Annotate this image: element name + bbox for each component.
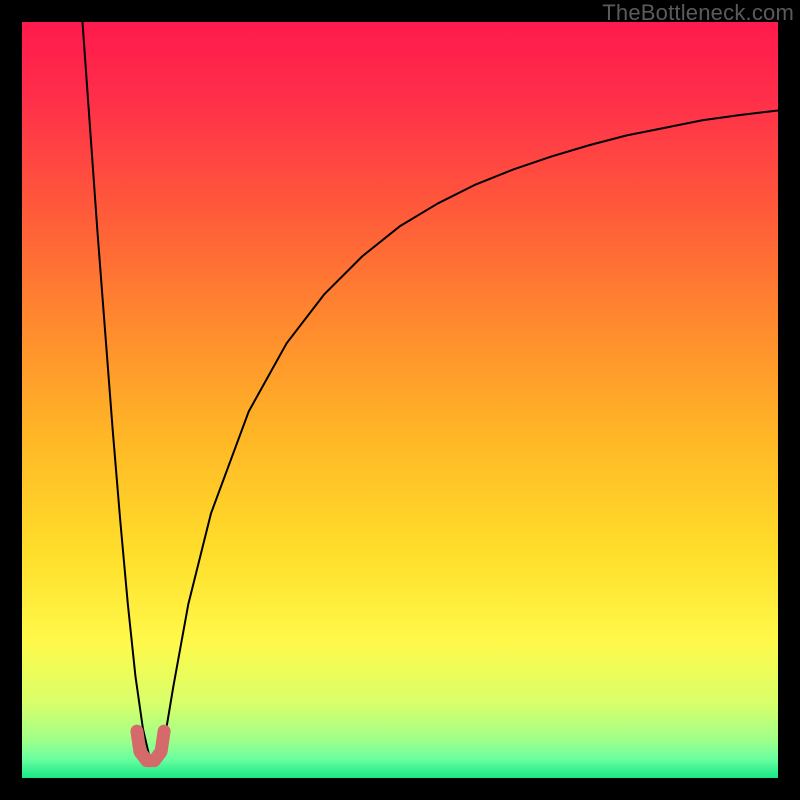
- chart-svg: [0, 0, 800, 800]
- chart-frame: TheBottleneck.com: [0, 0, 800, 800]
- plot-background: [22, 22, 778, 778]
- watermark-text: TheBottleneck.com: [602, 0, 794, 26]
